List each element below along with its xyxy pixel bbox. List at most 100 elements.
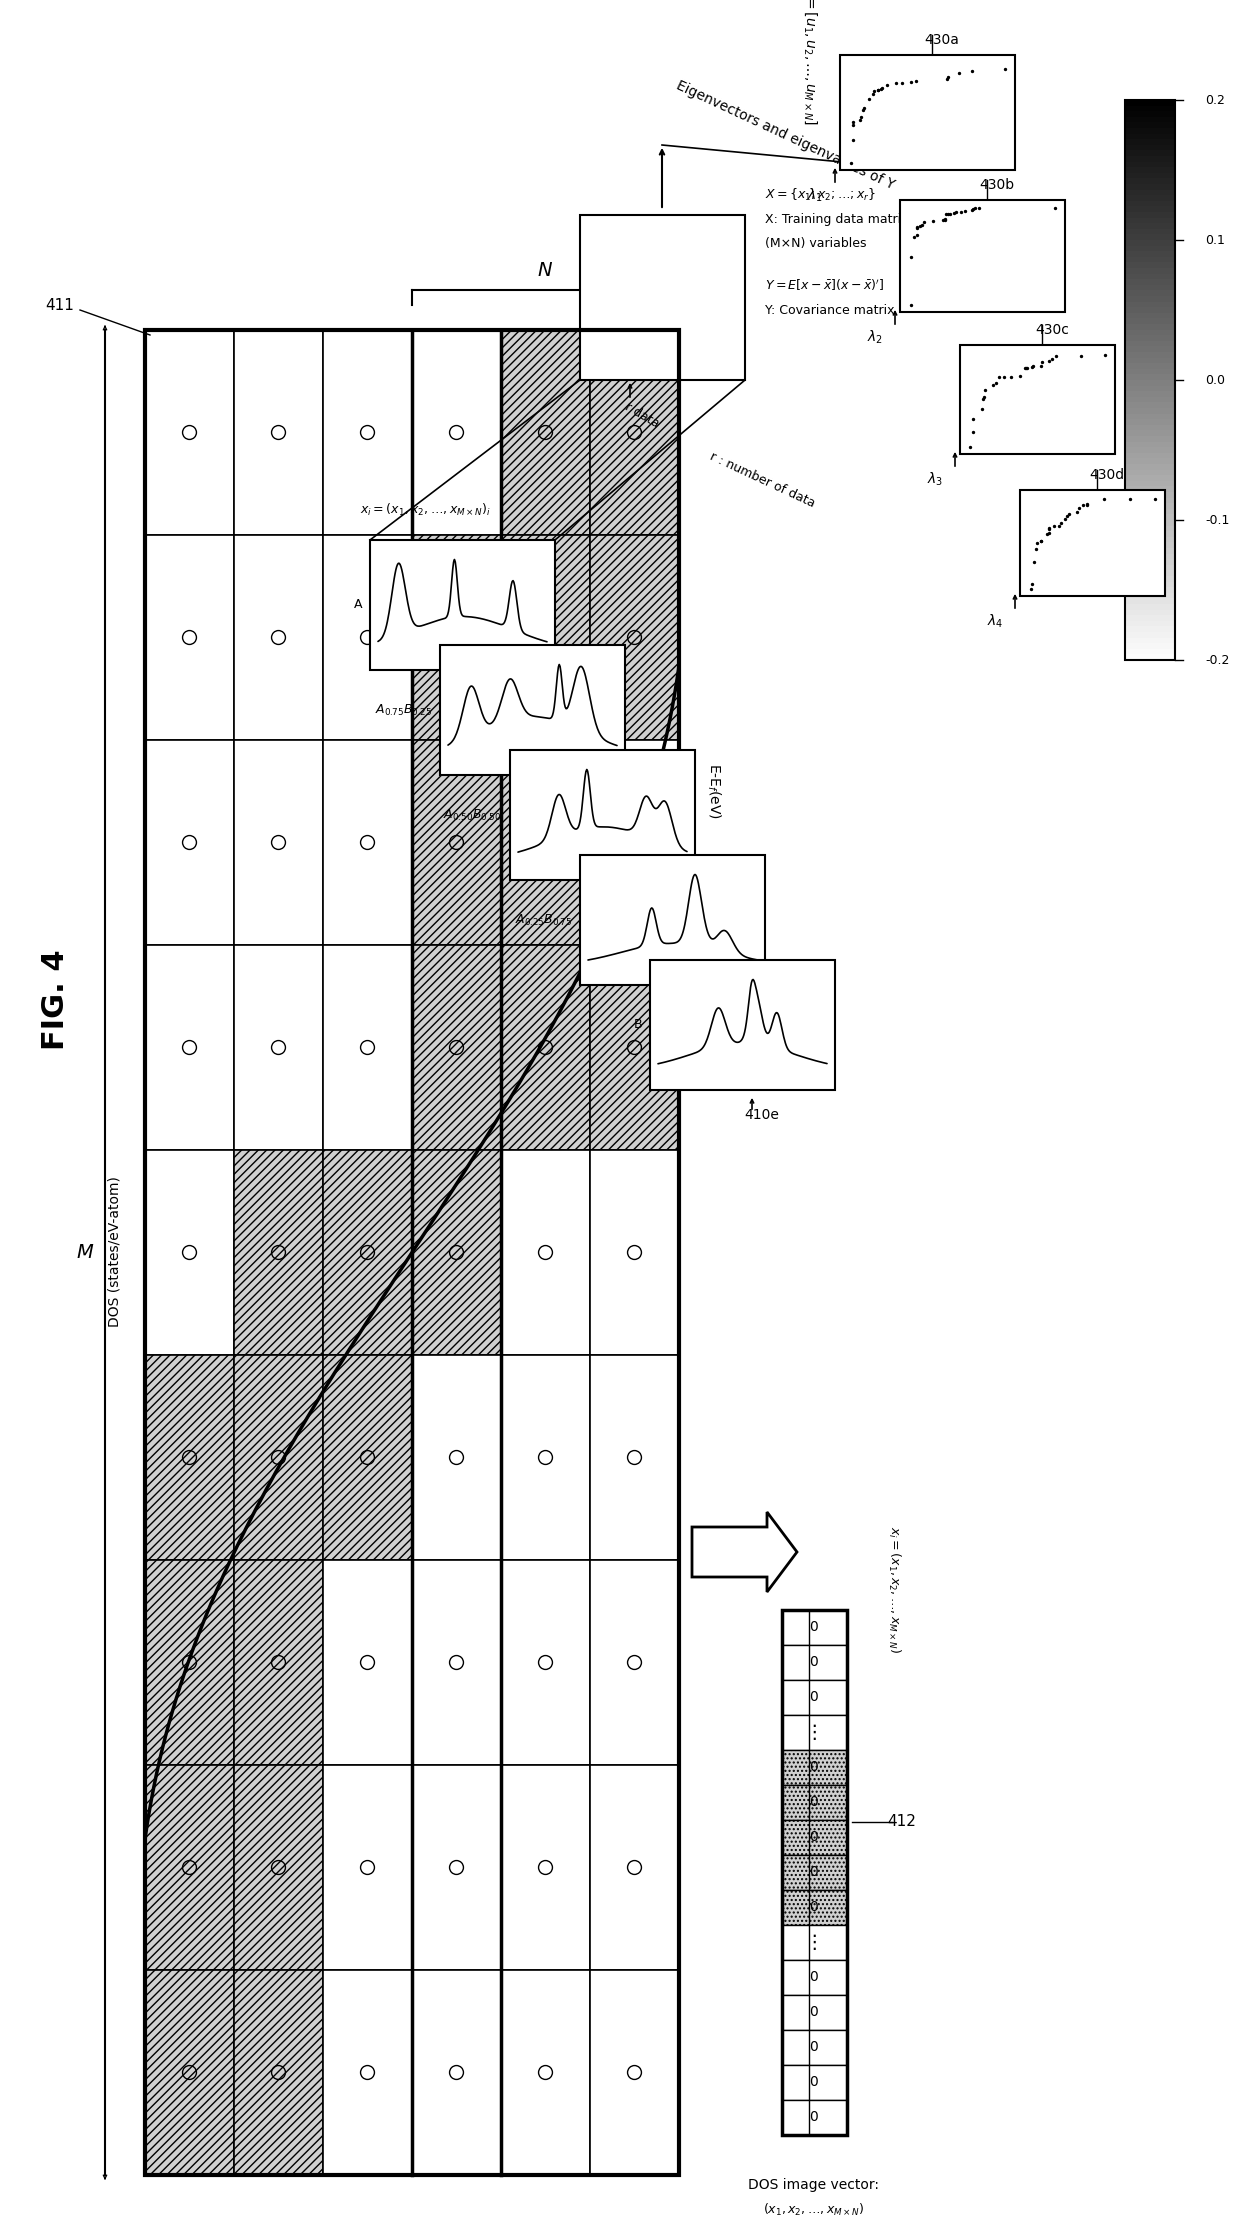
Bar (782, 1646, 847, 1679)
Bar (1125, 525, 1176, 531)
Text: 0.0: 0.0 (1205, 373, 1225, 386)
Bar (900, 201, 1065, 313)
Point (873, 71, 893, 107)
Bar (590, 1150, 680, 1355)
Bar (145, 536, 234, 739)
Text: Eigenvector 3: Eigenvector 3 (965, 360, 1052, 373)
Text: $A_{0.25}B_{0.75}$: $A_{0.25}B_{0.75}$ (515, 913, 572, 927)
Point (970, 190, 990, 226)
Point (843, 123, 863, 159)
Point (868, 71, 888, 107)
Bar (782, 1889, 847, 1925)
Point (854, 89, 874, 125)
Bar (1125, 514, 1176, 520)
Point (868, 71, 888, 107)
Text: 430a: 430a (925, 33, 960, 47)
Bar (234, 945, 322, 1150)
Bar (1125, 627, 1176, 632)
Bar (145, 945, 234, 1150)
Bar (1125, 386, 1176, 393)
Point (935, 201, 955, 237)
Bar (1125, 286, 1176, 290)
Bar (440, 645, 625, 775)
Text: 0: 0 (810, 1795, 818, 1809)
Bar (1125, 228, 1176, 234)
Point (1009, 357, 1029, 393)
FancyArrow shape (692, 1512, 797, 1592)
Bar (1125, 263, 1176, 268)
Point (993, 360, 1013, 395)
Bar (234, 1561, 322, 1764)
Text: Eigenvector 2: Eigenvector 2 (905, 214, 992, 228)
Text: 0: 0 (810, 1900, 818, 1914)
Point (843, 107, 863, 143)
Point (1047, 337, 1066, 373)
Bar (1125, 297, 1176, 304)
Bar (1125, 239, 1176, 246)
Bar (960, 346, 1115, 453)
Text: 0: 0 (810, 2110, 818, 2124)
Point (851, 98, 870, 134)
Point (1032, 523, 1052, 558)
Bar (145, 330, 234, 536)
Point (940, 197, 960, 232)
Text: 0: 0 (810, 2005, 818, 2019)
Bar (1125, 616, 1176, 621)
Bar (145, 1970, 234, 2175)
Point (1073, 487, 1092, 523)
Point (1017, 351, 1037, 386)
Bar (234, 1970, 322, 2175)
Bar (1125, 487, 1176, 493)
Bar (580, 855, 765, 985)
Bar (1125, 250, 1176, 257)
Bar (782, 1751, 847, 1784)
Point (994, 51, 1014, 87)
Bar (1125, 520, 1176, 527)
Text: 411: 411 (46, 297, 74, 313)
Point (1024, 545, 1044, 581)
Bar (322, 739, 412, 945)
Point (1016, 351, 1035, 386)
Bar (1125, 127, 1176, 134)
Point (935, 203, 955, 239)
Bar (650, 960, 835, 1090)
Point (893, 65, 913, 100)
Bar (1125, 342, 1176, 348)
Point (864, 74, 884, 109)
Bar (370, 540, 556, 670)
Bar (1125, 194, 1176, 201)
Bar (1125, 335, 1176, 342)
Bar (590, 945, 680, 1150)
Point (1049, 507, 1069, 543)
Bar (322, 1561, 412, 1764)
Point (1056, 498, 1076, 534)
Text: A: A (353, 598, 362, 612)
Text: 0: 0 (810, 1865, 818, 1878)
Point (1022, 348, 1042, 384)
Point (853, 92, 873, 127)
Point (1059, 496, 1079, 531)
Bar (145, 739, 234, 945)
Bar (1125, 330, 1176, 337)
Point (975, 373, 994, 409)
Bar (1125, 531, 1176, 538)
Bar (782, 1610, 847, 2135)
Point (972, 391, 992, 427)
Bar (501, 1355, 590, 1561)
Bar (412, 1764, 501, 1970)
Bar (322, 1150, 412, 1355)
Bar (1125, 217, 1176, 223)
Point (1032, 348, 1052, 384)
Point (1037, 516, 1056, 552)
Point (1023, 348, 1043, 384)
Bar (1125, 380, 1176, 386)
Bar (1125, 632, 1176, 639)
Point (937, 60, 957, 96)
Bar (590, 1970, 680, 2175)
Text: 0: 0 (810, 1970, 818, 1983)
Point (878, 67, 898, 103)
Bar (1125, 621, 1176, 627)
Point (960, 429, 980, 464)
Bar (1021, 489, 1166, 596)
Bar (590, 1561, 680, 1764)
